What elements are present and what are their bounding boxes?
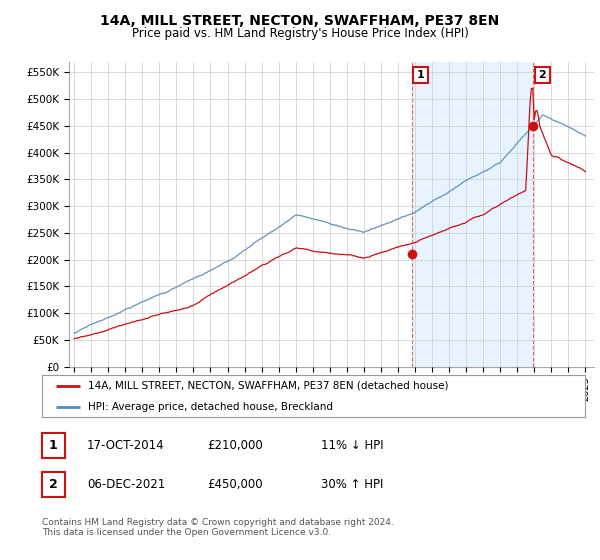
Text: 1: 1 <box>417 70 424 80</box>
Bar <box>412 62 533 367</box>
Text: 2: 2 <box>49 478 58 491</box>
Text: 1: 1 <box>49 438 58 452</box>
Text: Contains HM Land Registry data © Crown copyright and database right 2024.
This d: Contains HM Land Registry data © Crown c… <box>42 518 394 538</box>
Text: HPI: Average price, detached house, Breckland: HPI: Average price, detached house, Brec… <box>88 402 333 412</box>
Text: £210,000: £210,000 <box>207 438 263 452</box>
Text: Price paid vs. HM Land Registry's House Price Index (HPI): Price paid vs. HM Land Registry's House … <box>131 27 469 40</box>
Text: 06-DEC-2021: 06-DEC-2021 <box>87 478 165 491</box>
Text: 14A, MILL STREET, NECTON, SWAFFHAM, PE37 8EN (detached house): 14A, MILL STREET, NECTON, SWAFFHAM, PE37… <box>88 381 449 391</box>
Text: 30% ↑ HPI: 30% ↑ HPI <box>321 478 383 491</box>
Text: £450,000: £450,000 <box>207 478 263 491</box>
Text: 14A, MILL STREET, NECTON, SWAFFHAM, PE37 8EN: 14A, MILL STREET, NECTON, SWAFFHAM, PE37… <box>100 14 500 28</box>
Text: 11% ↓ HPI: 11% ↓ HPI <box>321 438 383 452</box>
Text: 2: 2 <box>539 70 547 80</box>
Text: 17-OCT-2014: 17-OCT-2014 <box>87 438 164 452</box>
